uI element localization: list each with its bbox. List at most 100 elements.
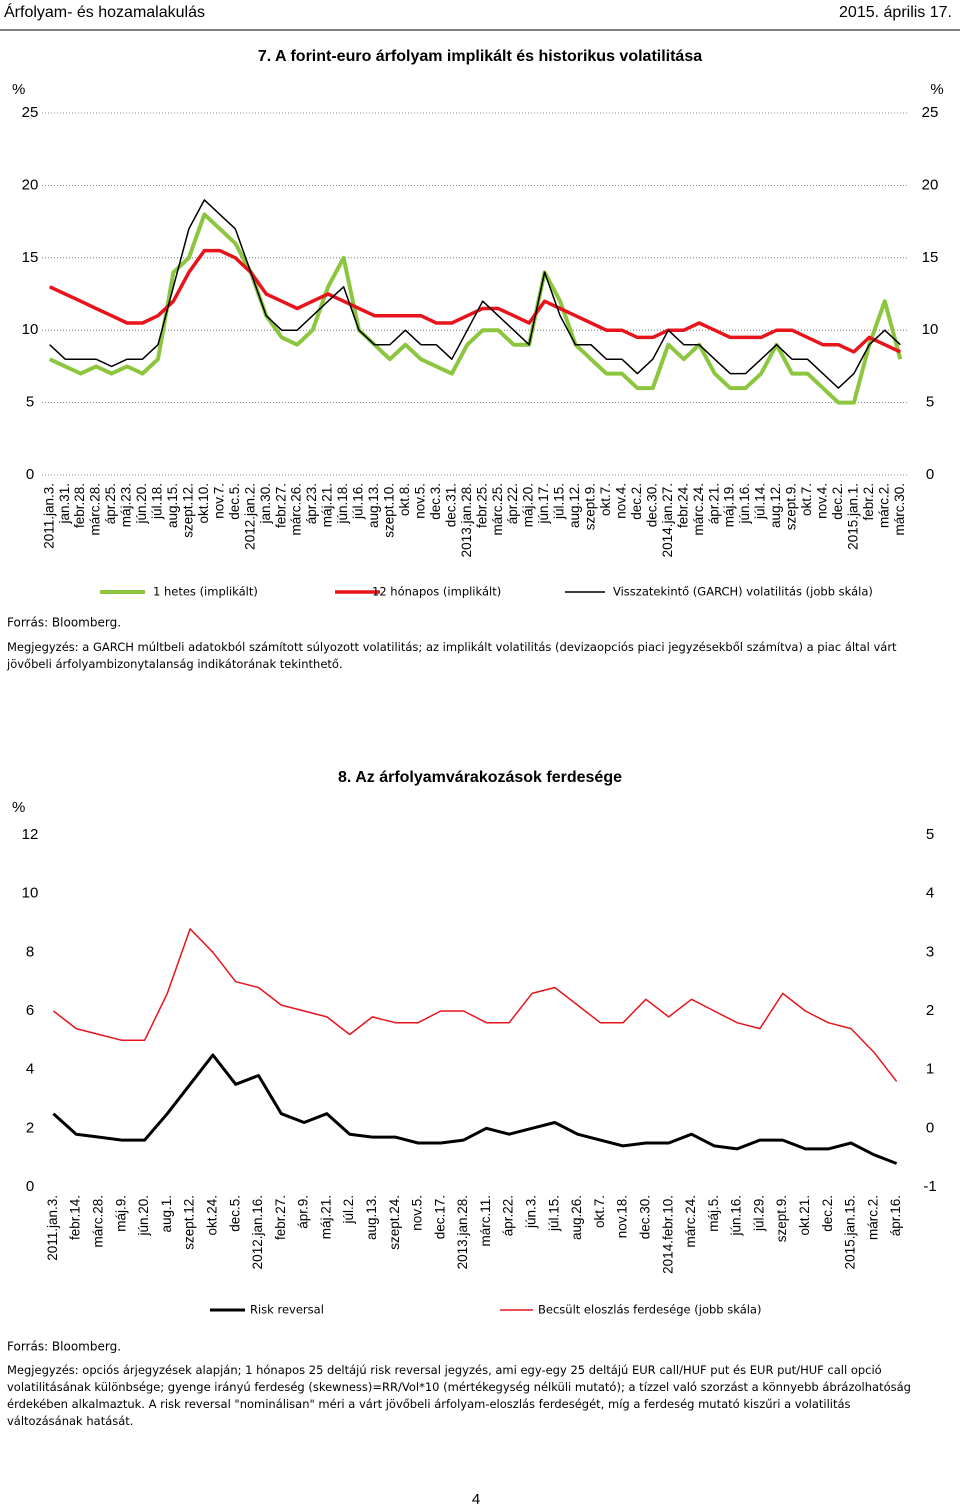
y-tick-label: 12 [22,826,39,843]
x-tick-label: júl.15. [552,483,567,520]
x-tick-label: aug.12. [768,483,783,528]
y2-tick-label: 25 [922,104,939,121]
y2-tick-label: 0 [926,1119,934,1136]
x-tick-label: júl.2. [341,1195,356,1225]
x-tick-label: júl.29. [751,1195,766,1232]
series-line [48,248,902,354]
y2-tick-label: 0 [926,466,934,483]
y-tick-label: 6 [26,1002,34,1019]
x-tick-label: márc.28. [88,483,103,536]
x-tick-label: okt.21. [797,1195,812,1236]
x-tick-label: júl.16. [351,483,366,520]
y2-tick-label: 20 [922,176,939,193]
x-tick-label: nov.4. [613,483,628,519]
x-tick-label: 2014.febr.10. [660,1195,675,1274]
chart-source: Forrás: Bloomberg. [7,616,121,630]
x-tick-label: máj.23. [119,483,134,527]
x-tick-label: okt.8. [397,483,412,516]
x-tick-label: szept.9. [784,483,799,530]
section-title: Árfolyam- és hozamalakulás [4,2,205,21]
y-tick-label: 2 [26,1119,34,1136]
x-tick-label: dec.5. [227,1195,242,1232]
y-axis-unit: % [12,81,25,98]
x-tick-label: jún.3. [524,1195,539,1229]
legend-label: Becsült eloszlás ferdesége (jobb skála) [538,1303,761,1317]
y2-tick-label: 4 [926,885,934,902]
x-tick-label: dec.5. [227,483,242,520]
x-tick-label: márc.24. [683,1195,698,1248]
page-date: 2015. április 17. [839,4,952,21]
y-tick-label: 25 [22,104,39,121]
x-tick-label: nov.18. [615,1195,630,1238]
page-number: 4 [472,1491,480,1508]
chart-title: 8. Az árfolyamvárakozások ferdesége [338,769,622,786]
legend-label: 12 hónapos (implikált) [372,585,501,599]
x-tick-label: márc.28. [91,1195,106,1248]
x-tick-label: okt.7. [592,1195,607,1228]
x-tick-label: nov.5. [412,483,427,519]
x-tick-label: júl.15. [546,1195,561,1232]
series-line [52,1053,898,1165]
chart-note: Megjegyzés: opciós árjegyzések alapján; … [7,1363,911,1428]
y-tick-label: 15 [22,249,39,266]
y-tick-label: 20 [22,176,39,193]
x-tick-label: 2011.jan.3. [41,483,56,549]
series-line [52,928,898,1082]
x-tick-label: szept.10. [382,483,397,538]
x-tick-label: jún.17. [536,483,551,525]
x-tick-label: ápr.21. [706,483,721,524]
x-tick-label: júl.14. [753,483,768,520]
x-tick-label: nov.7. [211,483,226,519]
x-tick-label: júl.18. [150,483,165,520]
x-tick-label: febr.14. [68,1195,83,1240]
x-tick-label: máj.9. [113,1195,128,1232]
x-tick-label: máj.5. [706,1195,721,1232]
x-tick-label: febr.28. [72,483,87,528]
x-tick-label: dec.2. [629,483,644,520]
y2-tick-label: 2 [926,1002,934,1019]
x-tick-label: 2013.jan.28. [455,1195,470,1269]
x-tick-label: dec.17. [432,1195,447,1239]
x-tick-label: szept.24. [387,1195,402,1250]
x-tick-label: dec.31. [443,483,458,527]
x-tick-label: ápr.23. [304,483,319,524]
x-tick-label: aug.26. [569,1195,584,1240]
x-tick-label: 2015.jan.15. [843,1195,858,1269]
x-tick-label: máj.20. [521,483,536,527]
y-tick-label: 10 [22,321,39,338]
x-tick-label: márc.2. [865,1195,880,1240]
x-tick-label: aug.15. [165,483,180,528]
x-tick-label: szept.9. [583,483,598,530]
x-tick-label: jún.16. [737,483,752,525]
x-tick-label: okt.24. [204,1195,219,1236]
x-tick-label: ápr.22. [501,1195,516,1236]
x-tick-label: febr.2. [861,483,876,521]
x-tick-label: nov.4. [815,483,830,519]
series-line [49,199,901,389]
x-tick-label: ápr.25. [103,483,118,524]
x-tick-label: okt.7. [598,483,613,516]
x-tick-label: máj.19. [722,483,737,527]
x-tick-label: 2014.jan.27. [660,483,675,557]
chart-title: 7. A forint-euro árfolyam implikált és h… [258,48,702,65]
x-tick-label: márc.2. [876,483,891,528]
x-tick-label: febr.27. [273,483,288,528]
x-tick-label: márc.25. [490,483,505,536]
legend-label: 1 hetes (implikált) [153,585,258,599]
x-tick-label: okt.10. [196,483,211,524]
legend-label: Risk reversal [250,1303,324,1317]
y2-tick-label: 10 [922,321,939,338]
y2-tick-label: 5 [926,826,934,843]
x-tick-label: dec.30. [637,1195,652,1239]
y-tick-label: 10 [22,885,39,902]
y-tick-label: 5 [26,394,34,411]
x-tick-label: szept.12. [182,1195,197,1250]
y-tick-label: 0 [26,466,34,483]
x-tick-label: jan.31. [57,483,72,525]
x-tick-label: dec.2. [830,483,845,520]
x-tick-label: máj.21. [318,1195,333,1239]
x-tick-label: jún.20. [134,483,149,525]
chart-source: Forrás: Bloomberg. [7,1340,121,1354]
